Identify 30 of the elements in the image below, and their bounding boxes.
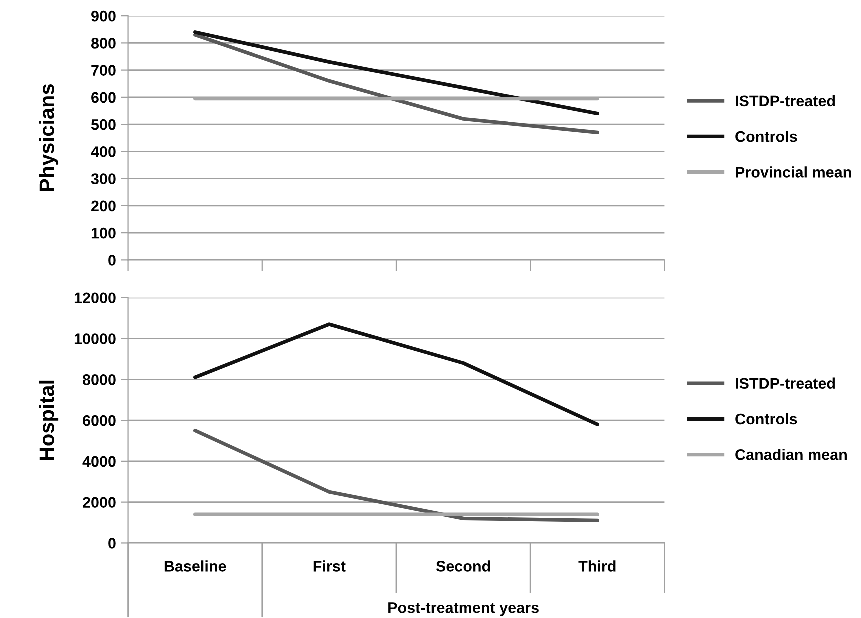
y-tick-label: 600 <box>92 92 116 104</box>
x-axis-title: Post-treatment years <box>388 602 539 616</box>
y-tick-label: 700 <box>92 65 116 76</box>
x-tick-label: Baseline <box>164 560 226 572</box>
legend-label: Controls <box>736 131 798 142</box>
legend-label: Canadian mean <box>736 449 847 460</box>
legend-label: ISTDP-treated <box>736 378 836 390</box>
x-tick-label: Second <box>436 560 490 572</box>
y-tick-label: 10000 <box>74 334 116 344</box>
y-tick-label: 500 <box>91 119 116 130</box>
y-tick-label: 2000 <box>83 497 116 508</box>
y-tick-label: 800 <box>91 38 116 49</box>
y-tick-label: 400 <box>91 146 116 158</box>
y-tick-label: 200 <box>92 200 116 212</box>
y-tick-label: 900 <box>92 10 116 22</box>
y-tick-label: 8000 <box>82 374 116 386</box>
y-tick-label: 100 <box>92 228 116 239</box>
y-tick-label: 300 <box>91 174 116 185</box>
y-tick-label: 0 <box>108 538 116 549</box>
y-tick-label: 6000 <box>83 415 116 426</box>
y-tick-label: 12000 <box>74 292 116 304</box>
legend-label: Controls <box>736 413 798 425</box>
y-tick-label: 4000 <box>82 456 116 468</box>
legend-label: Provincial mean <box>736 166 852 178</box>
y-axis-title: Hospital <box>39 380 59 460</box>
x-tick-label: First <box>314 560 346 572</box>
legend-label: ISTDP-treated <box>736 95 836 107</box>
x-tick-label: Third <box>578 560 616 572</box>
y-tick-label: 0 <box>108 255 116 266</box>
y-axis-title: Physicians <box>39 84 59 192</box>
